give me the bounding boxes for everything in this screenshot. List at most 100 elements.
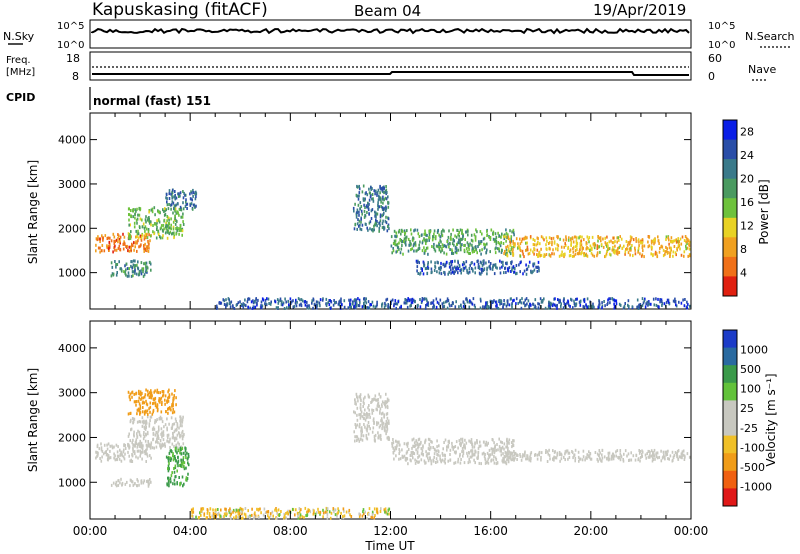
echo-cell	[182, 207, 185, 211]
echo-cell	[379, 411, 381, 415]
echo-cell	[146, 409, 149, 413]
echo-cell	[592, 302, 594, 306]
echo-cell	[101, 244, 104, 247]
echo-cell	[445, 252, 448, 256]
echo-cell	[677, 243, 680, 247]
echo-cell	[495, 462, 498, 466]
echo-cell	[495, 448, 498, 452]
echo-cell	[553, 297, 555, 301]
echo-cell	[505, 245, 507, 249]
echo-cell	[142, 268, 144, 272]
echo-cell	[178, 229, 181, 232]
echo-cell	[379, 433, 382, 437]
echo-cell	[620, 454, 622, 458]
echo-cell	[659, 298, 661, 302]
echo-cell	[372, 426, 375, 430]
echo-cell	[576, 241, 579, 245]
echo-cell	[685, 236, 688, 240]
echo-cell	[508, 441, 510, 445]
echo-cell	[337, 507, 339, 511]
echo-cell	[143, 237, 146, 241]
echo-cell	[425, 461, 427, 465]
echo-cell	[308, 306, 311, 310]
echo-cell	[468, 243, 471, 247]
echo-cell	[546, 247, 548, 251]
echo-cell	[152, 438, 154, 442]
echo-cell	[444, 244, 447, 248]
y-tick-label: 2000	[58, 431, 86, 444]
echo-cell	[461, 263, 464, 267]
echo-cell	[220, 301, 223, 305]
echo-cell	[355, 402, 357, 406]
echo-cell	[499, 266, 501, 270]
echo-cell	[444, 272, 446, 276]
echo-cell	[360, 217, 362, 221]
echo-cell	[375, 398, 377, 402]
echo-cell	[416, 269, 418, 273]
echo-cell	[641, 453, 643, 456]
echo-cell	[507, 267, 509, 271]
echo-cell	[150, 268, 152, 272]
echo-cell	[155, 445, 158, 449]
echo-cell	[671, 240, 674, 243]
echo-cell	[364, 510, 366, 514]
echo-cell	[536, 269, 539, 273]
echo-cell	[501, 232, 503, 236]
echo-cell	[661, 304, 663, 307]
echo-cell	[166, 426, 168, 430]
echo-cell	[326, 516, 329, 520]
echo-cell	[396, 245, 399, 249]
echo-cell	[650, 302, 652, 306]
echo-cell	[164, 444, 166, 448]
echo-cell	[410, 451, 413, 455]
echo-cell	[166, 434, 169, 438]
echo-cell	[627, 251, 630, 255]
echo-cell	[517, 246, 519, 250]
echo-cell	[564, 252, 566, 256]
echo-cell	[133, 241, 135, 245]
echo-cell	[630, 238, 632, 242]
echo-cell	[517, 301, 519, 305]
echo-cell	[149, 415, 152, 419]
echo-cell	[360, 429, 362, 433]
echo-cell	[353, 227, 356, 231]
echo-cell	[145, 399, 147, 403]
echo-cell	[225, 507, 227, 511]
echo-cell	[491, 452, 493, 456]
echo-cell	[167, 459, 170, 463]
echo-cell	[438, 233, 440, 237]
echo-cell	[166, 483, 169, 487]
echo-cell	[601, 448, 604, 452]
echo-cell	[306, 510, 308, 514]
echo-cell	[484, 453, 486, 456]
echo-cell	[163, 425, 165, 429]
echo-cell	[646, 300, 648, 304]
echo-cell	[428, 443, 431, 447]
echo-cell	[679, 247, 681, 251]
echo-cell	[150, 223, 152, 227]
echo-cell	[534, 453, 537, 456]
echo-cell	[434, 264, 436, 268]
echo-cell	[512, 439, 515, 443]
echo-cell	[297, 297, 300, 301]
echo-cell	[109, 236, 111, 240]
echo-cell	[124, 272, 127, 276]
echo-cell	[486, 301, 489, 305]
echo-cell	[509, 456, 511, 460]
echo-cell	[299, 513, 302, 517]
echo-cell	[134, 245, 136, 249]
echo-cell	[450, 232, 452, 236]
echo-cell	[127, 434, 130, 438]
echo-cell	[186, 202, 189, 206]
echo-cell	[99, 240, 101, 243]
echo-cell	[144, 235, 147, 239]
echo-cell	[441, 302, 444, 306]
echo-cell	[131, 395, 133, 399]
echo-cell	[363, 304, 365, 308]
echo-cell	[176, 425, 179, 428]
echo-cell	[137, 429, 139, 433]
echo-cell	[179, 424, 182, 428]
echo-cell	[167, 390, 169, 394]
echo-cell	[182, 458, 184, 462]
echo-cell	[304, 300, 306, 304]
